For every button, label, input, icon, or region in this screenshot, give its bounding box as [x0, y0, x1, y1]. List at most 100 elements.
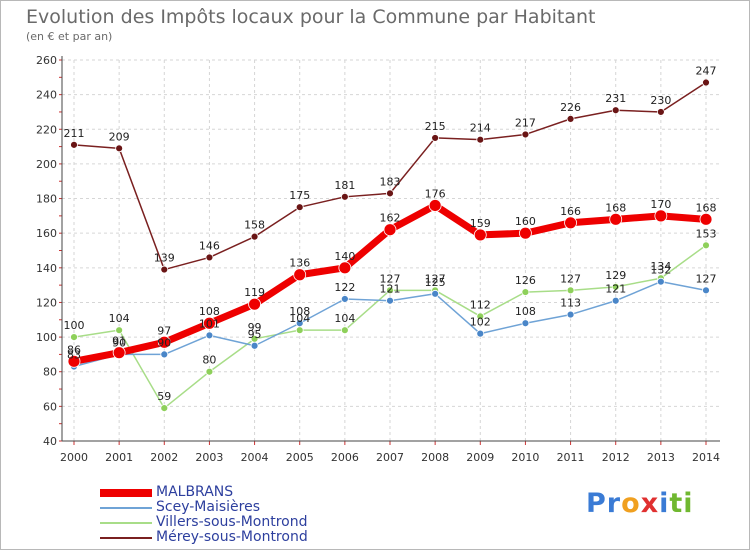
data-label: 83 [67, 349, 81, 362]
data-point [564, 216, 577, 230]
data-point [248, 297, 261, 311]
data-label: 59 [157, 390, 171, 403]
data-point [160, 350, 169, 359]
data-label: 168 [696, 201, 717, 214]
data-point [609, 212, 623, 226]
data-label: 90 [157, 336, 171, 349]
data-label: 127 [560, 272, 581, 285]
data-point [656, 277, 665, 286]
legend-label: MALBRANS [156, 484, 234, 500]
data-point [702, 241, 710, 250]
data-point [654, 209, 668, 223]
brand-letter: o [621, 488, 641, 519]
data-label: 247 [696, 65, 717, 78]
data-point [338, 261, 352, 275]
x-tick-label: 2001 [105, 451, 133, 464]
data-point [611, 282, 620, 291]
data-point [205, 253, 214, 262]
x-tick-label: 2013 [647, 451, 675, 464]
data-label: 226 [560, 101, 581, 114]
data-point [295, 319, 304, 328]
data-point [519, 226, 532, 240]
data-label: 104 [289, 312, 310, 325]
x-tick-label: 2004 [241, 451, 269, 464]
chart-title: Evolution des Impôts locaux pour la Comm… [26, 6, 596, 28]
data-point [205, 331, 214, 340]
legend-label: Villers-sous-Montrond [156, 514, 308, 530]
x-tick-label: 2000 [60, 451, 88, 464]
data-point [521, 130, 530, 139]
data-point [702, 78, 710, 87]
data-label: 231 [605, 92, 626, 105]
data-point [656, 108, 665, 116]
y-tick-label: 240 [36, 89, 57, 102]
data-label: 104 [109, 312, 130, 325]
data-label: 121 [380, 283, 401, 296]
data-point [699, 212, 713, 226]
data-label: 181 [334, 179, 355, 192]
legend-swatch [100, 507, 152, 509]
data-label: 112 [470, 298, 491, 311]
data-point [521, 319, 530, 328]
legend-swatch [100, 522, 152, 524]
data-point [115, 144, 124, 153]
data-point [473, 228, 487, 242]
data-label: 215 [425, 120, 446, 133]
x-tick-label: 2003 [195, 451, 223, 464]
data-point [160, 404, 169, 412]
data-point [431, 289, 440, 298]
data-point [566, 310, 575, 319]
x-tick-label: 2011 [557, 451, 585, 464]
data-label: 168 [605, 201, 626, 214]
data-label: 230 [650, 94, 671, 107]
data-label: 104 [334, 312, 355, 325]
data-point [205, 367, 214, 376]
y-tick-label: 260 [36, 54, 57, 67]
data-label: 108 [199, 305, 220, 318]
data-point [521, 288, 530, 296]
x-tick-label: 2008 [421, 451, 449, 464]
y-tick-label: 120 [36, 296, 57, 309]
data-label: 97 [157, 324, 171, 337]
data-point [611, 106, 620, 115]
y-tick-label: 100 [36, 331, 57, 344]
data-point [293, 268, 307, 282]
chart-subtitle: (en € et par an) [26, 30, 113, 43]
x-tick-label: 2014 [692, 451, 720, 464]
data-point [203, 316, 216, 330]
data-label: 175 [289, 189, 310, 202]
y-tick-label: 40 [43, 435, 57, 448]
data-label: 127 [380, 272, 401, 285]
data-point [383, 223, 397, 237]
data-label: 132 [650, 264, 671, 277]
data-label: 209 [109, 130, 130, 143]
data-label: 146 [199, 239, 220, 252]
data-label: 102 [470, 316, 491, 329]
data-label: 80 [202, 354, 216, 367]
data-label: 160 [515, 215, 536, 228]
data-label: 126 [515, 274, 536, 287]
data-point [702, 286, 710, 295]
y-tick-label: 200 [36, 158, 57, 171]
x-tick-label: 2009 [466, 451, 494, 464]
data-point [611, 296, 620, 305]
data-point [112, 346, 126, 360]
data-point [476, 135, 485, 144]
data-point [160, 265, 169, 274]
brand-letter: t [669, 488, 684, 519]
legend-label: Mérey-sous-Montrond [156, 529, 308, 545]
data-point [431, 134, 440, 142]
data-point [67, 354, 81, 368]
data-label: 125 [425, 276, 446, 289]
data-point [566, 114, 575, 123]
brand-letter: i [683, 488, 694, 519]
x-tick-label: 2012 [602, 451, 630, 464]
data-label: 127 [425, 272, 446, 285]
data-label: 214 [470, 122, 491, 135]
data-point [476, 329, 485, 338]
data-label: 159 [470, 217, 491, 230]
data-label: 122 [334, 281, 355, 294]
x-tick-label: 2006 [331, 451, 359, 464]
legend-swatch [100, 537, 152, 539]
